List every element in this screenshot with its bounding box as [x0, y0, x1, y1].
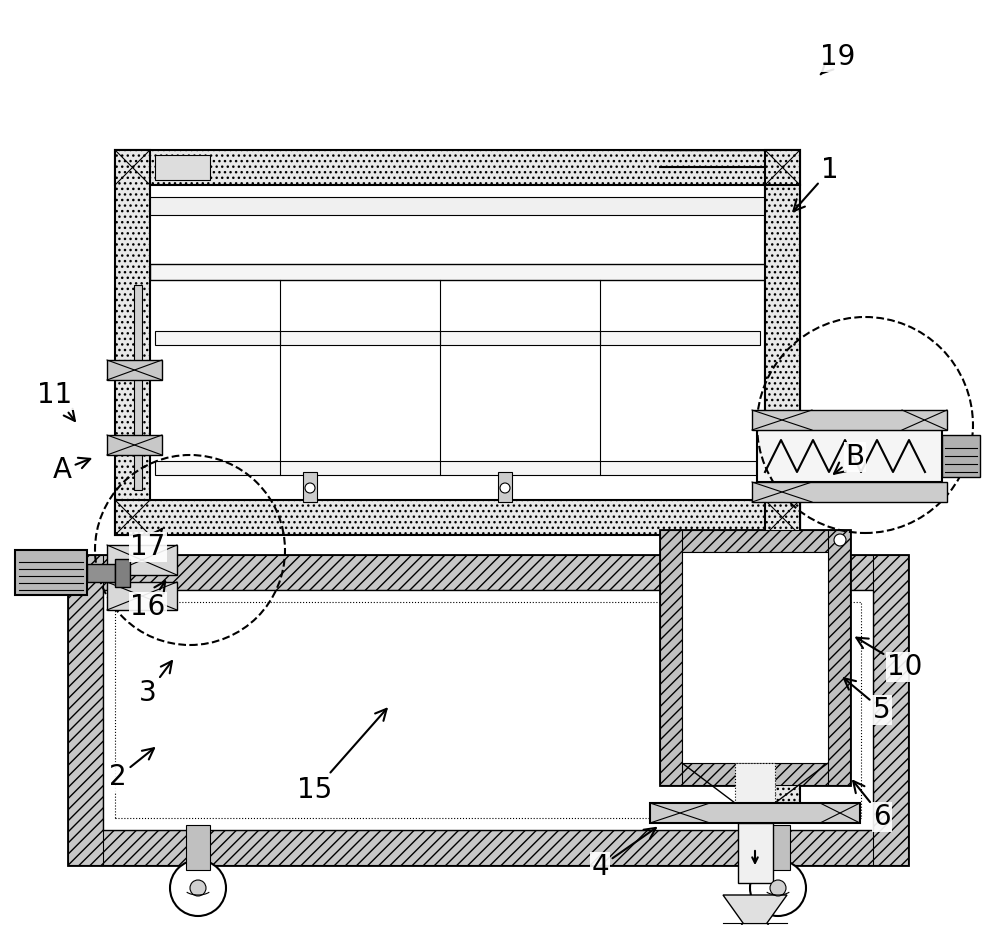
Bar: [752, 482, 947, 502]
Text: 2: 2: [109, 748, 154, 791]
Text: 16: 16: [130, 581, 166, 621]
Bar: [107, 582, 177, 610]
Bar: [765, 185, 800, 803]
Text: A: A: [52, 456, 90, 484]
Bar: [87, 564, 115, 582]
Text: 17: 17: [130, 529, 166, 561]
Bar: [757, 430, 942, 482]
Bar: [660, 763, 850, 785]
Bar: [660, 530, 850, 785]
Bar: [765, 150, 800, 535]
Bar: [150, 264, 765, 280]
Bar: [68, 830, 908, 865]
Text: 3: 3: [139, 661, 172, 707]
Text: 4: 4: [591, 828, 656, 881]
Bar: [115, 500, 800, 535]
Text: 6: 6: [853, 781, 891, 831]
Bar: [155, 461, 760, 475]
Bar: [660, 530, 682, 785]
Bar: [68, 555, 103, 865]
Bar: [735, 763, 775, 803]
Bar: [115, 150, 150, 535]
Bar: [115, 150, 800, 185]
Bar: [134, 285, 142, 490]
Circle shape: [500, 483, 510, 493]
Text: 1: 1: [793, 156, 839, 211]
Circle shape: [190, 880, 206, 896]
Bar: [303, 472, 317, 502]
Circle shape: [170, 860, 226, 916]
Bar: [115, 559, 130, 587]
Bar: [660, 530, 850, 552]
Bar: [107, 360, 162, 380]
Circle shape: [305, 483, 315, 493]
Bar: [115, 602, 861, 818]
Bar: [942, 435, 980, 477]
Text: B: B: [834, 443, 865, 474]
Polygon shape: [723, 895, 787, 925]
Bar: [150, 197, 765, 215]
Bar: [103, 590, 873, 830]
Bar: [766, 825, 790, 870]
Bar: [752, 410, 947, 430]
Circle shape: [834, 534, 846, 546]
Bar: [155, 155, 210, 180]
Text: 19: 19: [820, 43, 856, 74]
Text: 10: 10: [856, 637, 923, 681]
Bar: [873, 555, 908, 865]
Bar: [682, 552, 828, 763]
Bar: [68, 555, 908, 590]
Text: 15: 15: [297, 709, 387, 804]
Bar: [186, 825, 210, 870]
Bar: [107, 435, 162, 455]
Bar: [68, 555, 908, 865]
Bar: [650, 803, 860, 823]
Circle shape: [770, 880, 786, 896]
Text: 11: 11: [37, 381, 75, 421]
Bar: [107, 545, 177, 575]
Bar: [828, 530, 850, 785]
Bar: [738, 823, 773, 883]
Bar: [15, 550, 87, 595]
Circle shape: [750, 860, 806, 916]
Bar: [498, 472, 512, 502]
Bar: [155, 331, 760, 345]
Text: 5: 5: [844, 678, 891, 724]
